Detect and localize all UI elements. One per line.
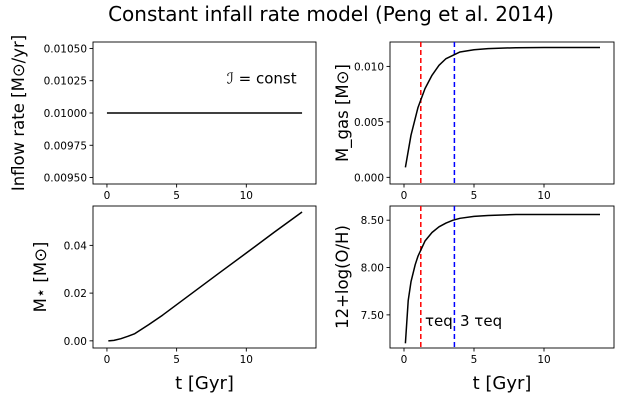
y-axis-label: M_gas [M⊙]	[333, 64, 353, 162]
y-tick-label: 0.01000	[44, 108, 87, 120]
axes-frame	[92, 205, 317, 349]
y-tick-label: 0.04	[64, 240, 88, 252]
x-tick-label: 0	[104, 190, 111, 202]
x-tick-label: 5	[173, 354, 180, 366]
y-tick-label: 0.000	[354, 172, 384, 184]
annotation: τeq	[425, 312, 453, 330]
series-line	[108, 211, 303, 342]
x-tick-label: 5	[471, 354, 478, 366]
y-tick-label: 0.02	[64, 288, 87, 300]
y-tick-label: 0.01025	[44, 76, 87, 88]
annotation: ℐ = const	[227, 69, 297, 87]
x-tick-label: 5	[471, 190, 478, 202]
y-axis-label: 12+log(O/H)	[333, 225, 352, 329]
y-tick-label: 0.01050	[44, 43, 87, 55]
series-line	[404, 46, 600, 168]
y-tick-label: 7.50	[361, 310, 384, 322]
panel-inflow-rate: 0 5 10 0.00950 0.00975 0.01000 0.01025 0.01050 ℐ…	[9, 35, 317, 202]
series-line	[404, 213, 600, 344]
annotation: 3 τeq	[460, 312, 502, 330]
x-tick-label: 0	[401, 354, 408, 366]
axes-frame	[389, 205, 615, 349]
y-tick-label: 0.00950	[44, 173, 87, 185]
x-tick-label: 10	[240, 354, 253, 366]
y-axis-label: M⋆ [M⊙]	[31, 242, 50, 313]
x-tick-label: 0	[401, 190, 408, 202]
axes-frame	[389, 41, 615, 185]
x-tick-label: 10	[240, 190, 253, 202]
x-tick-label: 0	[104, 354, 111, 366]
y-tick-label: 0.00	[64, 336, 87, 348]
y-tick-label: 0.005	[354, 117, 384, 129]
y-tick-label: 0.010	[354, 61, 384, 73]
x-tick-label: 10	[537, 190, 550, 202]
y-tick-label: 0.00975	[44, 140, 87, 152]
y-tick-label: 8.00	[361, 263, 384, 275]
x-axis-label: t [Gyr]	[473, 373, 532, 394]
panel-stellar-mass: 0 5 10 0.00 0.02 0.04 M⋆ [M⊙] t [Gyr]	[31, 205, 317, 394]
x-tick-label: 5	[173, 190, 180, 202]
figure-title: Constant infall rate model (Peng et al. …	[108, 2, 554, 26]
y-axis-label: Inflow rate [M⊙/yr]	[9, 35, 28, 191]
y-tick-label: 8.50	[361, 215, 384, 227]
panel-metallicity: 0 5 10 7.50 8.00 8.50 τeq 3 τeq 12+log(O/H) t [Gy…	[333, 205, 615, 394]
x-axis-label: t [Gyr]	[175, 373, 234, 394]
x-tick-label: 10	[537, 354, 550, 366]
